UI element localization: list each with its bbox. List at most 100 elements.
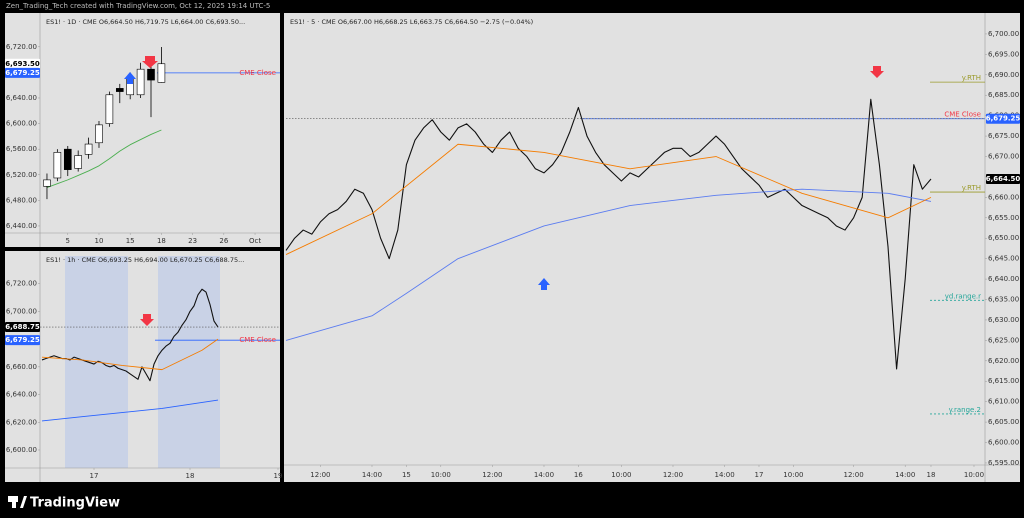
x-tick-label: 18: [157, 237, 166, 245]
x-tick-label: 18: [186, 472, 195, 480]
level-label: yd.range.r: [945, 292, 981, 300]
price-label-box: [5, 335, 40, 346]
y-tick-label: 6,480.00: [6, 196, 37, 204]
price-label-box: [5, 67, 40, 78]
candle-body: [84, 143, 93, 155]
logo-mark: [8, 496, 18, 502]
buy-arrow: [538, 278, 550, 290]
y-tick-label: 6,605.00: [988, 418, 1019, 426]
y-tick-label: 6,660.00: [6, 363, 37, 371]
y-tick-label: 6,560.00: [6, 145, 37, 153]
x-tick-label: 12:00: [482, 471, 502, 479]
x-tick-label: 15: [402, 471, 411, 479]
price-label: 6,679.25: [5, 69, 40, 77]
level-label: y.range.2: [949, 406, 981, 414]
x-tick-label: 14:00: [362, 471, 382, 479]
y-tick-label: 6,630.00: [988, 316, 1019, 324]
session-band: [158, 256, 220, 468]
y-tick-label: 6,600.00: [6, 446, 37, 454]
buy-arrow: [124, 72, 136, 84]
x-tick-label: 5: [66, 237, 70, 245]
y-tick-label: 6,720.00: [6, 280, 37, 288]
moving-average: [285, 188, 932, 341]
logo-mark: [20, 496, 27, 508]
credit: Zen_Trading_Tech created with TradingVie…: [6, 2, 270, 10]
y-tick-label: 6,685.00: [988, 91, 1019, 99]
y-tick-label: 6,520.00: [6, 171, 37, 179]
sell-arrow: [142, 56, 158, 68]
y-tick-label: 6,655.00: [988, 214, 1019, 222]
level-label: y.RTH: [962, 74, 981, 82]
candle-body: [53, 152, 62, 179]
chart-panel: 6,440.00 6,480.00 6,520.00 6,560.00 6,600.00…: [5, 13, 280, 247]
price-label-box: [986, 173, 1020, 184]
y-tick-label: 6,640.00: [988, 275, 1019, 283]
y-tick-label: 6,625.00: [988, 336, 1019, 344]
candle-body: [136, 68, 145, 96]
price-line: [285, 98, 932, 370]
candle-body: [95, 124, 103, 144]
y-tick-label: 6,670.00: [988, 153, 1019, 161]
x-tick-label: 10:00: [611, 471, 631, 479]
y-tick-label: 6,620.00: [6, 418, 37, 426]
y-tick-label: 6,695.00: [988, 50, 1019, 58]
y-tick-label: 6,600.00: [6, 120, 37, 128]
y-tick-label: 6,660.00: [988, 193, 1019, 201]
x-tick-label: Oct: [249, 237, 261, 245]
level-label: CME Close: [239, 336, 276, 344]
y-tick-label: 6,440.00: [6, 222, 37, 230]
candle-body: [43, 179, 51, 187]
moving-average: [41, 338, 219, 371]
x-tick-label: 14:00: [534, 471, 554, 479]
price-label-box: [5, 58, 40, 69]
candle-body: [63, 148, 72, 170]
candle-body: [147, 68, 155, 81]
price-label-box: [986, 113, 1020, 124]
x-tick-label: 12:00: [663, 471, 683, 479]
x-tick-label: 19: [274, 472, 283, 480]
y-tick-label: 6,700.00: [988, 30, 1019, 38]
x-tick-label: 12:00: [310, 471, 330, 479]
x-tick-label: 10:00: [964, 471, 984, 479]
sell-arrow: [870, 66, 884, 78]
x-tick-label: 17: [90, 472, 99, 480]
y-tick-label: 6,610.00: [988, 398, 1019, 406]
candle-body: [74, 155, 82, 169]
panels: 6,440.00 6,480.00 6,520.00 6,560.00 6,600.00…: [5, 13, 1020, 482]
price-label: 6,693.50: [5, 60, 40, 68]
chart-subtitle: ES1! · 1D · CME O6,664.50 H6,719.75 L6,6…: [46, 18, 245, 26]
x-tick-label: 16: [574, 471, 583, 479]
logo: TradingView: [8, 496, 120, 511]
x-tick-label: 14:00: [895, 471, 915, 479]
x-tick-label: 10: [95, 237, 104, 245]
x-tick-label: 14:00: [715, 471, 735, 479]
logo-mark: [12, 502, 16, 508]
price-label-box: [5, 322, 40, 333]
chart-subtitle: ES1! · 5 · CME O6,667.00 H6,668.25 L6,66…: [290, 18, 533, 26]
signal-arrows: [124, 56, 884, 326]
price-label: 6,679.25: [5, 336, 40, 344]
y-tick-label: 6,595.00: [988, 459, 1019, 467]
x-tick-label: 18: [927, 471, 936, 479]
brand: TradingView: [30, 496, 120, 511]
level-label: CME Close: [239, 69, 276, 77]
y-tick-label: 6,620.00: [988, 357, 1019, 365]
x-tick-label: 17: [755, 471, 764, 479]
x-tick-label: 10:00: [783, 471, 803, 479]
y-tick-label: 6,675.00: [988, 132, 1019, 140]
y-tick-label: 6,640.00: [6, 391, 37, 399]
chart-panel: 6,595.00 6,600.00 6,605.00 6,610.00 6,615.00…: [284, 13, 1020, 482]
sell-arrow: [140, 314, 154, 326]
chart-panel: 6,600.006,620.006,640.006,660.006,680.00…: [5, 251, 282, 482]
x-tick-label: 10:00: [431, 471, 451, 479]
price-label: 6,664.50: [986, 175, 1021, 183]
moving-average: [285, 143, 932, 255]
level-label: y.RTH: [962, 184, 981, 192]
candle-body: [157, 63, 166, 83]
panel-background: [284, 13, 1020, 482]
level-label: CME Close: [944, 111, 981, 119]
y-tick-label: 6,720.00: [6, 43, 37, 51]
x-tick-label: 23: [188, 237, 197, 245]
candle-body: [105, 94, 114, 124]
